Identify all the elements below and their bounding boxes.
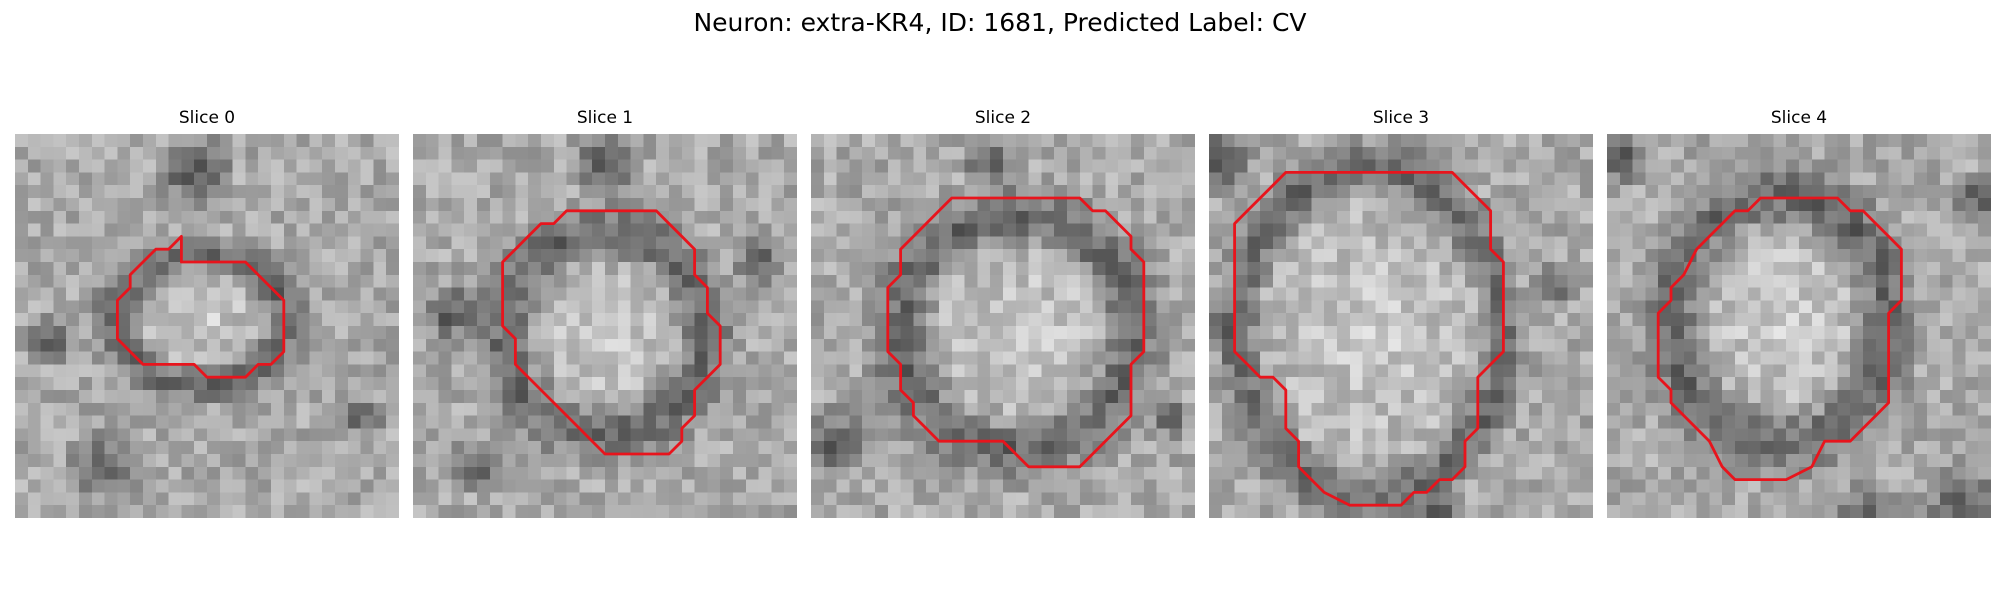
- pixel-grid: [811, 134, 1195, 518]
- slice-image-0: [15, 134, 399, 518]
- slice-image-2: [811, 134, 1195, 518]
- slice-panel-2: Slice 2: [811, 108, 1195, 518]
- segmentation-contour: [1233, 170, 1505, 507]
- pixel-grid: [1209, 134, 1593, 518]
- pixel-grid: [15, 134, 399, 518]
- segmentation-contour: [1656, 196, 1903, 482]
- slice-title-1: Slice 1: [576, 108, 634, 128]
- slice-title-2: Slice 2: [974, 108, 1032, 128]
- slice-panel-3: Slice 3: [1209, 108, 1593, 518]
- slice-panel-0: Slice 0: [15, 108, 399, 518]
- slice-image-1: [413, 134, 797, 518]
- segmentation-contour: [886, 196, 1146, 469]
- slice-panel-4: Slice 4: [1607, 108, 1991, 518]
- pixel-grid: [413, 134, 797, 518]
- slice-title-3: Slice 3: [1372, 108, 1430, 128]
- slice-panel-1: Slice 1: [413, 108, 797, 518]
- segmentation-contour: [501, 209, 722, 456]
- slice-title-0: Slice 0: [178, 108, 236, 128]
- pixel-grid: [1607, 134, 1991, 518]
- slice-image-4: [1607, 134, 1991, 518]
- figure-title: Neuron: extra-KR4, ID: 1681, Predicted L…: [693, 8, 1307, 37]
- slice-title-4: Slice 4: [1770, 108, 1828, 128]
- segmentation-contour: [115, 234, 286, 379]
- slice-image-3: [1209, 134, 1593, 518]
